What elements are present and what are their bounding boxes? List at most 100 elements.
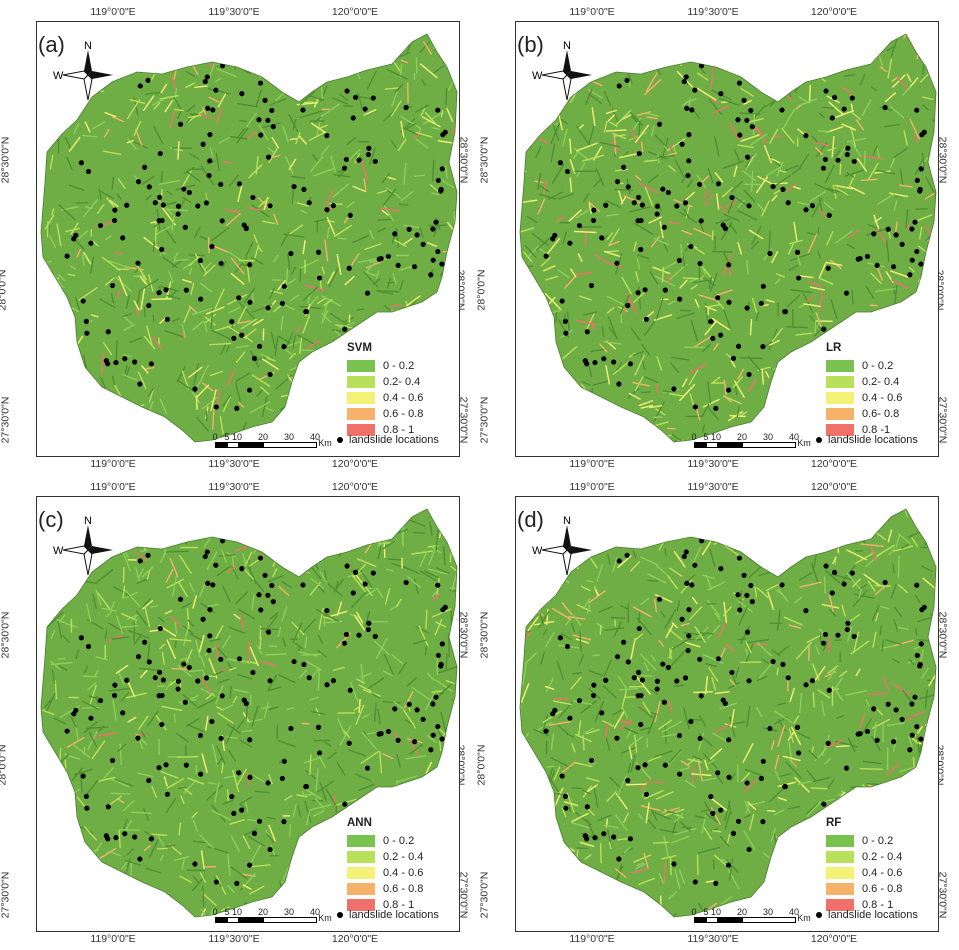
terrain-stroke <box>673 550 686 568</box>
terrain-stroke <box>817 509 825 519</box>
terrain-stroke <box>682 378 688 388</box>
terrain-stroke <box>108 687 131 692</box>
terrain-stroke <box>337 237 347 240</box>
terrain-stroke <box>815 645 820 655</box>
terrain-stroke <box>855 119 865 131</box>
terrain-stroke <box>778 546 796 551</box>
terrain-stroke <box>793 715 800 724</box>
terrain-stroke <box>605 365 611 385</box>
terrain-stroke <box>629 736 643 747</box>
terrain-stroke <box>333 224 353 238</box>
landslide-point <box>697 735 703 742</box>
terrain-stroke <box>814 183 836 194</box>
terrain-stroke <box>927 438 936 442</box>
terrain-stroke <box>177 380 197 393</box>
terrain-stroke <box>235 372 251 382</box>
terrain-stroke <box>887 58 893 79</box>
terrain-stroke <box>220 344 227 355</box>
landslide-point <box>682 200 689 206</box>
terrain-stroke <box>739 661 762 664</box>
terrain-stroke <box>601 325 605 338</box>
terrain-stroke <box>632 381 650 387</box>
landslide-point <box>265 629 272 635</box>
terrain-stroke <box>174 640 177 649</box>
landslide-point <box>631 200 637 206</box>
landslide-point <box>708 793 714 800</box>
terrain-stroke <box>701 777 717 782</box>
terrain-stroke <box>876 169 896 175</box>
terrain-stroke <box>526 215 538 224</box>
terrain-stroke <box>316 115 322 137</box>
terrain-stroke <box>689 606 703 621</box>
terrain-stroke <box>194 253 208 274</box>
landslide-point <box>376 256 382 262</box>
terrain-stroke <box>110 792 131 795</box>
terrain-stroke <box>413 531 425 534</box>
landslide-point <box>803 207 809 213</box>
terrain-stroke <box>192 820 198 832</box>
terrain-stroke <box>431 386 443 402</box>
terrain-stroke <box>220 906 230 912</box>
terrain-stroke <box>776 37 796 50</box>
terrain-stroke <box>67 273 76 277</box>
terrain-stroke <box>288 352 297 360</box>
terrain-stroke <box>713 343 719 351</box>
terrain-stroke <box>384 587 391 605</box>
landslide-point <box>440 607 446 613</box>
terrain-stroke <box>331 97 348 105</box>
terrain-stroke <box>668 749 682 763</box>
terrain-stroke <box>202 107 207 115</box>
terrain-stroke <box>520 329 533 345</box>
landslide-point <box>546 352 552 358</box>
terrain-stroke <box>383 670 393 677</box>
terrain-stroke <box>545 275 559 281</box>
terrain-stroke <box>628 111 644 127</box>
landslide-point <box>210 582 216 588</box>
terrain-stroke <box>409 314 425 332</box>
terrain-stroke <box>658 912 663 917</box>
terrain-stroke <box>41 803 42 813</box>
terrain-stroke <box>620 604 628 610</box>
terrain-stroke <box>577 253 583 262</box>
terrain-stroke <box>356 678 365 684</box>
terrain-stroke <box>558 432 567 440</box>
landslide-point <box>152 675 158 681</box>
terrain-stroke <box>141 566 154 578</box>
terrain-stroke <box>274 336 279 357</box>
landslide-point <box>843 765 850 771</box>
landslide-point <box>75 583 81 590</box>
terrain-stroke <box>934 512 936 527</box>
terrain-stroke <box>235 591 249 605</box>
terrain-stroke <box>328 514 335 523</box>
map-frame: NSEWSVM0 - 0.20.2- 0.40.4 - 0.60.6 - 0.8… <box>36 21 460 457</box>
terrain-stroke <box>127 99 141 120</box>
terrain-stroke <box>45 549 49 557</box>
terrain-stroke <box>111 375 115 386</box>
terrain-stroke <box>783 616 803 626</box>
landslide-point <box>679 616 685 622</box>
terrain-stroke <box>368 517 377 532</box>
terrain-stroke <box>756 641 772 657</box>
terrain-stroke <box>906 336 909 350</box>
landslide-point <box>720 222 726 228</box>
terrain-stroke <box>640 404 654 409</box>
terrain-stroke <box>872 790 893 804</box>
terrain-stroke <box>921 565 933 572</box>
landslide-point <box>592 834 598 841</box>
terrain-stroke <box>606 889 610 898</box>
terrain-stroke <box>400 59 409 64</box>
terrain-stroke <box>258 124 269 141</box>
terrain-stroke <box>527 616 539 632</box>
terrain-stroke <box>195 509 202 518</box>
terrain-stroke <box>435 679 453 692</box>
terrain-stroke <box>550 123 561 145</box>
terrain-stroke <box>594 588 600 596</box>
terrain-stroke <box>640 516 648 528</box>
compass-n-label: N <box>84 40 92 52</box>
terrain-stroke <box>66 156 73 171</box>
landslide-point <box>744 117 750 123</box>
terrain-stroke <box>924 192 936 200</box>
terrain-stroke <box>633 633 644 642</box>
terrain-stroke <box>393 701 405 711</box>
terrain-stroke <box>391 654 404 665</box>
